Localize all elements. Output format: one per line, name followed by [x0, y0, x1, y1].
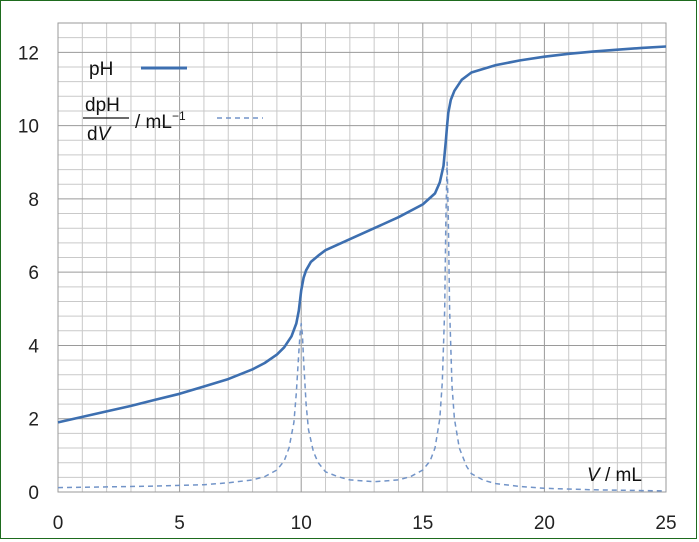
grid — [57, 22, 667, 493]
y-tick-label: 2 — [28, 410, 39, 431]
x-tick-label: 0 — [53, 513, 64, 534]
y-tick-label: 10 — [18, 117, 39, 138]
legend-unit-exponent: −1 — [172, 109, 186, 123]
y-tick-label: 6 — [28, 263, 39, 284]
x-axis-label: V / mL — [587, 465, 642, 486]
x-tick-label: 20 — [534, 513, 555, 534]
x-axis-label-var: V — [587, 465, 602, 486]
y-tick-label: 8 — [28, 190, 39, 211]
derivative-curve — [57, 161, 667, 492]
x-tick-label: 5 — [174, 513, 185, 534]
y-tick-label: 12 — [18, 43, 39, 64]
x-tick-labels: 0 5 10 15 20 25 — [53, 513, 677, 534]
series-group — [57, 45, 667, 492]
y-tick-labels: 0 2 4 6 8 10 12 — [18, 43, 40, 504]
legend-deriv-denominator: dV — [87, 124, 113, 145]
x-tick-label: 10 — [291, 513, 312, 534]
legend-den-d: d — [87, 124, 98, 145]
x-axis-label-unit: / mL — [600, 465, 642, 486]
legend-deriv-numerator: dpH — [85, 95, 120, 116]
legend-ph-label: pH — [89, 59, 113, 80]
x-tick-label: 25 — [655, 513, 676, 534]
ph-curve — [57, 45, 667, 424]
legend-den-v: V — [98, 124, 113, 145]
legend-deriv-unit: / mL−1 — [135, 109, 186, 133]
y-tick-label: 4 — [28, 336, 39, 357]
legend-unit-text: / mL — [135, 112, 172, 133]
legend: pH dpH dV / mL−1 — [83, 59, 263, 145]
x-tick-label: 15 — [412, 513, 433, 534]
plot-area — [57, 22, 667, 493]
y-tick-label: 0 — [28, 483, 39, 504]
